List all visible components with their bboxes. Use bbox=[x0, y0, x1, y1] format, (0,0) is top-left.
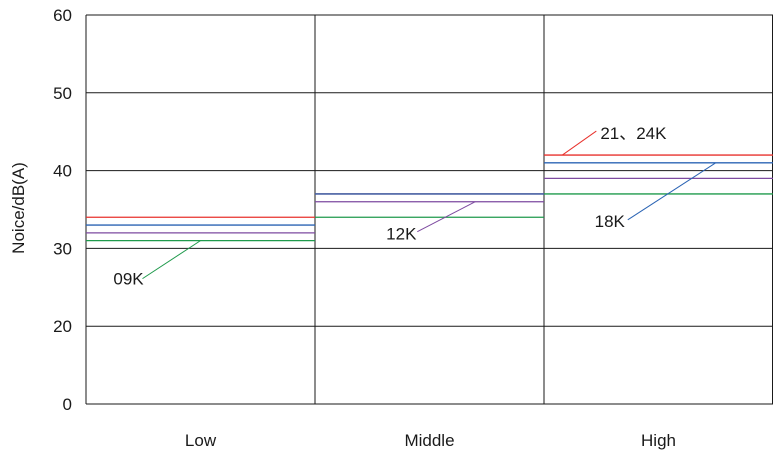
series-layer bbox=[86, 154, 773, 242]
annotation-leader bbox=[627, 162, 717, 221]
y-tick-label: 0 bbox=[63, 395, 72, 414]
x-tick-label-high: High bbox=[641, 431, 676, 450]
tick-layer: 0 20 30 40 50 60 Low Middle High bbox=[53, 6, 676, 450]
annotation-leader bbox=[142, 240, 201, 280]
annotation-leader bbox=[562, 130, 597, 156]
y-tick-label: 30 bbox=[53, 239, 72, 258]
y-tick-label: 40 bbox=[53, 162, 72, 181]
annotation-label: 09K bbox=[113, 270, 144, 289]
annotation-label: 12K bbox=[386, 225, 417, 244]
y-tick-label: 60 bbox=[53, 6, 72, 25]
y-tick-label: 20 bbox=[53, 317, 72, 336]
y-axis-label: Noice/dB(A) bbox=[9, 162, 28, 254]
annotation-label: 18K bbox=[595, 212, 626, 231]
annotation-layer: 09K 12K 21、24K 18K bbox=[113, 124, 717, 289]
annotation-label: 21、24K bbox=[600, 124, 667, 143]
series-1 bbox=[86, 162, 773, 226]
series-0 bbox=[86, 154, 773, 218]
y-tick-label: 50 bbox=[53, 84, 72, 103]
x-tick-label-low: Low bbox=[185, 431, 217, 450]
annotation-leader bbox=[417, 201, 476, 233]
series-2 bbox=[86, 177, 773, 234]
grid-layer bbox=[85, 14, 773, 405]
x-tick-label-middle: Middle bbox=[404, 431, 454, 450]
